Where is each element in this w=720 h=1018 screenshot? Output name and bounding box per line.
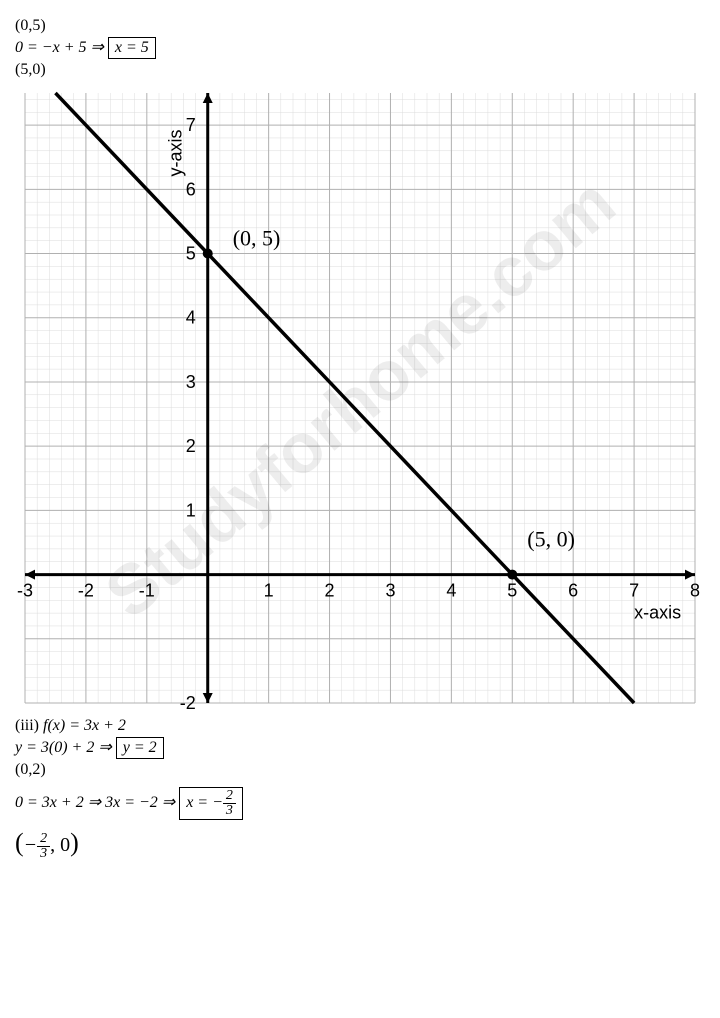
final-frac: 23 (37, 832, 50, 861)
frac-2-3: 23 (223, 789, 236, 818)
y-intercept-line: y = 3(0) + 2 ⇒ y = 2 (15, 737, 705, 759)
svg-text:2: 2 (186, 436, 196, 456)
func-def: f(x) = 3x + 2 (43, 717, 126, 734)
svg-text:3: 3 (385, 581, 395, 601)
svg-text:-3: -3 (17, 581, 33, 601)
svg-text:(0, 5): (0, 5) (233, 226, 281, 251)
svg-text:2: 2 (325, 581, 335, 601)
box-prefix: x = − (186, 794, 223, 811)
graph-chart: -3-2-112345678-21234567x-axisy-axis(0, 5… (15, 83, 705, 713)
svg-text:8: 8 (690, 581, 700, 601)
final-point: (−23, 0) (15, 828, 705, 861)
svg-text:x-axis: x-axis (634, 603, 681, 623)
svg-text:5: 5 (507, 581, 517, 601)
svg-text:-1: -1 (139, 581, 155, 601)
boxed-y2: y = 2 (116, 737, 164, 759)
svg-text:-2: -2 (78, 581, 94, 601)
final-d: 3 (37, 847, 50, 861)
svg-text:4: 4 (446, 581, 456, 601)
svg-text:5: 5 (186, 244, 196, 264)
header-point-2: (5,0) (15, 61, 705, 79)
final-prefix: − (24, 834, 38, 856)
frac-d: 3 (223, 804, 236, 818)
svg-text:6: 6 (186, 179, 196, 199)
svg-text:6: 6 (568, 581, 578, 601)
svg-text:-2: -2 (180, 693, 196, 713)
svg-text:7: 7 (186, 115, 196, 135)
part-label: (iii) (15, 717, 43, 734)
final-n: 2 (37, 832, 50, 847)
svg-text:7: 7 (629, 581, 639, 601)
eq-lhs: 0 = −x + 5 ⇒ (15, 39, 108, 56)
boxed-x-frac: x = −23 (179, 787, 243, 820)
chart-svg: -3-2-112345678-21234567x-axisy-axis(0, 5… (15, 83, 705, 713)
svg-text:4: 4 (186, 308, 196, 328)
header-equation: 0 = −x + 5 ⇒ x = 5 (15, 37, 705, 59)
boxed-x5: x = 5 (108, 37, 156, 59)
svg-text:1: 1 (264, 581, 274, 601)
svg-text:3: 3 (186, 372, 196, 392)
paren-open: ( (15, 828, 24, 857)
header-point-1: (0,5) (15, 17, 705, 35)
line3-lhs: 0 = 3x + 2 ⇒ 3x = −2 ⇒ (15, 794, 179, 811)
x-intercept-line: 0 = 3x + 2 ⇒ 3x = −2 ⇒ x = −23 (15, 787, 705, 820)
paren-close: ) (70, 828, 79, 857)
svg-text:1: 1 (186, 500, 196, 520)
svg-text:(5, 0): (5, 0) (527, 527, 575, 552)
svg-text:y-axis: y-axis (166, 129, 186, 176)
line2-lhs: y = 3(0) + 2 ⇒ (15, 739, 116, 756)
final-suffix: , 0 (50, 834, 70, 856)
frac-n: 2 (223, 789, 236, 804)
point-0-2: (0,2) (15, 761, 705, 779)
part-iii: (iii) f(x) = 3x + 2 (15, 717, 705, 735)
